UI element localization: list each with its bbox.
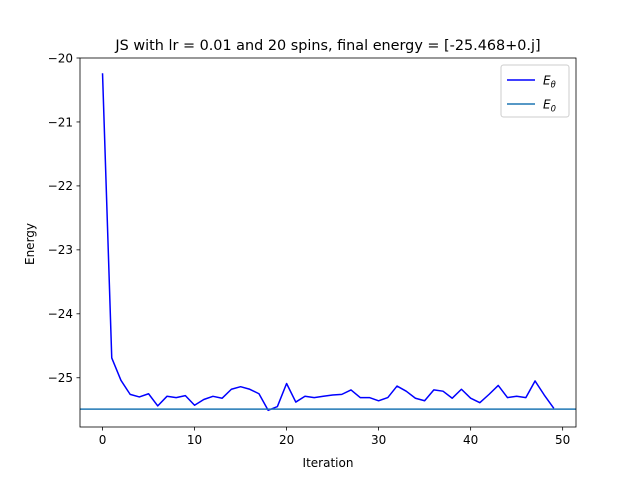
legend-box bbox=[500, 64, 570, 118]
plot-area bbox=[79, 57, 577, 428]
y-tick-label: −24 bbox=[48, 307, 73, 321]
x-tick-label: 20 bbox=[279, 433, 294, 447]
series-group bbox=[80, 73, 576, 412]
x-tick-label: 0 bbox=[99, 433, 107, 447]
legend: Eθ E0 bbox=[500, 64, 570, 118]
y-tick-label: −25 bbox=[48, 371, 73, 385]
axis-ticks: 0 10 20 30 40 50 −20 −21 −22 −23 −24 −25 bbox=[48, 51, 571, 447]
y-tick-label: −21 bbox=[48, 115, 73, 129]
chart-title: JS with lr = 0.01 and 20 spins, final en… bbox=[114, 38, 540, 54]
x-tick-label: 10 bbox=[187, 433, 202, 447]
legend-entry-label: Eθ bbox=[543, 74, 556, 90]
y-tick-label: −20 bbox=[48, 51, 73, 65]
y-axis-label: Energy bbox=[23, 223, 37, 265]
axes-frame bbox=[79, 57, 577, 428]
x-tick-label: 50 bbox=[555, 433, 570, 447]
legend-entry-label: E0 bbox=[543, 98, 556, 114]
x-tick-label: 30 bbox=[371, 433, 386, 447]
y-tick-label: −23 bbox=[48, 243, 73, 257]
series-e-theta-line bbox=[101, 73, 555, 412]
x-tick-label: 40 bbox=[463, 433, 478, 447]
x-axis-label: Iteration bbox=[303, 456, 354, 470]
y-tick-label: −22 bbox=[48, 179, 73, 193]
